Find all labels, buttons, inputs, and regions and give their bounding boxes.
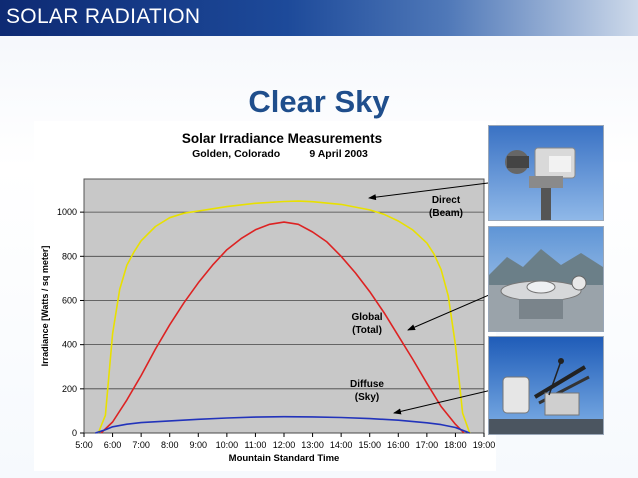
x-tick-label: 17:00 (416, 440, 439, 450)
x-axis-label: Mountain Standard Time (229, 453, 340, 464)
header-title: SOLAR RADIATION (6, 5, 201, 28)
y-tick-label: 600 (62, 295, 77, 305)
global-series-line (100, 221, 465, 434)
chart-subtitle: Golden, Colorado 9 April 2003 (192, 148, 368, 160)
x-tick-label: 6:00 (104, 440, 122, 450)
x-tick-label: 5:00 (75, 440, 93, 450)
diffuse-tracker-photo (488, 336, 604, 435)
plot-area (83, 178, 485, 434)
slide-heading: Clear Sky (248, 84, 390, 119)
x-tick-label: 18:00 (444, 440, 467, 450)
chart-title: Solar Irradiance Measurements (182, 131, 382, 146)
x-tick-label: 10:00 (216, 440, 239, 450)
y-tick-label: 1000 (57, 207, 77, 217)
x-tick-label: 11:00 (244, 440, 266, 450)
diffuse-series-line (95, 415, 470, 434)
y-tick-label: 800 (62, 251, 77, 261)
y-tick-label: 0 (72, 428, 77, 438)
x-tick-label: 14:00 (330, 440, 353, 450)
irradiance-chart: Solar Irradiance Measurements Golden, Co… (40, 131, 497, 464)
y-tick-label: 200 (62, 384, 77, 394)
global-annotation-arrow (407, 291, 497, 331)
global-annotation-label: Global (351, 312, 382, 323)
global-annotation-label: (Total) (352, 325, 382, 336)
x-tick-label: 7:00 (132, 440, 150, 450)
diffuse-annotation-label: Diffuse (350, 379, 384, 390)
direct-annotation-label: Direct (432, 195, 461, 206)
x-tick-label: 15:00 (358, 440, 381, 450)
diffuse-annotation-arrow (393, 388, 497, 415)
direct-series-line (97, 200, 471, 434)
direct-annotation-arrow (368, 181, 497, 201)
y-tick-label: 400 (62, 340, 77, 350)
x-tick-label: 12:00 (273, 440, 296, 450)
pyranometer-station-photo (488, 226, 604, 332)
diffuse-annotation-label: (Sky) (355, 392, 379, 403)
direct-annotation-label: (Beam) (429, 208, 463, 219)
chart-panel: Solar Irradiance Measurements Golden, Co… (34, 121, 497, 471)
y-axis-label: Irradiance [Watts / sq meter] (40, 246, 50, 367)
x-tick-label: 9:00 (190, 440, 208, 450)
x-tick-label: 16:00 (387, 440, 410, 450)
x-tick-label: 8:00 (161, 440, 179, 450)
x-tick-label: 13:00 (301, 440, 324, 450)
header-bar: SOLAR RADIATION (0, 0, 638, 36)
tracker-instrument-photo (488, 125, 604, 221)
x-tick-label: 19:00 (473, 440, 496, 450)
